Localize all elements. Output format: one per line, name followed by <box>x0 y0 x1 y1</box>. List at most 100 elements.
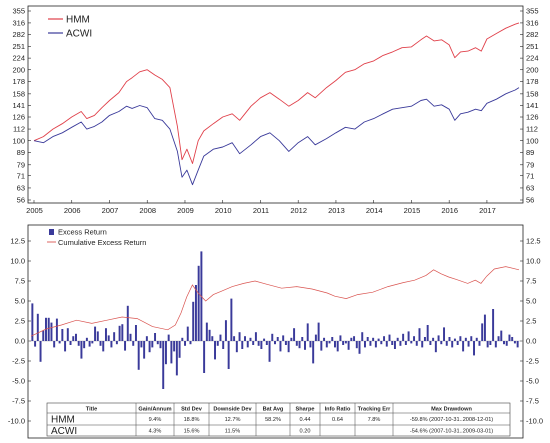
excess-return-bar <box>413 336 416 341</box>
stats-table-cell: 7.8% <box>368 417 381 423</box>
stats-table-frame <box>46 402 511 437</box>
top-x-tick-label: 2010 <box>215 206 232 215</box>
excess-return-bar <box>257 341 260 346</box>
top-x-tick-label: 2012 <box>290 206 307 215</box>
top-x-tick-label: 2013 <box>328 206 345 215</box>
excess-return-bar <box>260 341 263 349</box>
excess-return-bar <box>374 341 377 348</box>
excess-return-bar <box>102 341 105 352</box>
stats-table-row-title: ACWI <box>51 426 77 437</box>
excess-return-bar <box>132 341 135 346</box>
excess-return-bar <box>121 324 124 341</box>
excess-return-bar <box>415 341 418 346</box>
excess-return-bar <box>271 333 274 341</box>
excess-return-bar <box>459 336 462 341</box>
excess-return-bar <box>334 341 336 348</box>
stats-table-cell: 15.6% <box>184 429 200 435</box>
excess-return-bar <box>124 341 127 351</box>
excess-return-bar <box>385 341 388 347</box>
bottom-chart: 12.5 10.0 7.5 5.0 2.5 0.0 -2.5 -5.0 -7.5 -10.0 12… <box>8 224 543 439</box>
excess-return-bar <box>372 337 375 341</box>
excess-return-bar <box>443 327 446 341</box>
excess-return-bar <box>265 341 268 345</box>
excess-return-bar <box>230 298 233 341</box>
excess-return-bar <box>219 334 222 341</box>
excess-return-bar <box>298 341 301 349</box>
top-y-tick-label-right: 100 <box>526 136 539 145</box>
excess-return-bar <box>344 341 347 344</box>
stats-table-cell: -59.8% (2007-10-31..2008-12-01) <box>410 417 493 423</box>
excess-return-bar <box>263 338 266 341</box>
excess-return-bar <box>47 317 50 341</box>
excess-return-bar <box>317 322 320 341</box>
excess-return-bar <box>268 341 271 362</box>
top-x-tick-label: 2007 <box>102 206 119 215</box>
top-y-tick-label-right: 224 <box>526 54 539 63</box>
bottom-y-tick-label-right: 5.0 <box>526 297 536 306</box>
excess-return-bar <box>462 341 465 352</box>
excess-return-bar <box>173 341 176 352</box>
excess-return-bar <box>186 326 189 341</box>
excess-return-bar <box>94 326 97 341</box>
top-y-tick-label-left: 178 <box>12 77 25 86</box>
excess-return-bar <box>170 341 173 364</box>
excess-return-bar <box>309 341 312 348</box>
stats-table-cell: 0.20 <box>300 429 311 435</box>
excess-return-bar <box>53 341 56 348</box>
top-y-tick-label-right: 282 <box>526 30 539 39</box>
excess-return-bar <box>72 336 75 341</box>
excess-return-bar <box>483 314 486 341</box>
top-y-tick-label-right: 71 <box>526 171 534 180</box>
top-y-tick-label-right: 355 <box>526 7 539 16</box>
excess-return-bar <box>126 305 129 341</box>
excess-return-bar <box>238 332 241 341</box>
bottom-y-tick-label-right: 10.0 <box>526 257 541 266</box>
legend-swatch-excess <box>49 229 54 235</box>
top-x-tick-label: 2017 <box>479 206 496 215</box>
excess-return-bar <box>222 341 225 349</box>
top-x-tick-label: 2014 <box>366 206 383 215</box>
top-x-tick-label: 2011 <box>253 206 269 215</box>
top-y-tick-label-right: 112 <box>526 125 538 134</box>
excess-return-bar <box>314 334 317 341</box>
excess-return-bar <box>241 341 244 349</box>
excess-return-bar <box>434 341 437 353</box>
excess-return-bar <box>429 341 432 345</box>
top-y-tick-label-right: 158 <box>526 89 539 98</box>
excess-return-bar <box>342 341 345 345</box>
excess-return-bars <box>31 251 519 389</box>
stats-table-row-title: HMM <box>51 415 75 426</box>
excess-return-bar <box>99 341 102 346</box>
top-x-tick-label: 2006 <box>64 206 81 215</box>
excess-return-bar <box>513 341 516 344</box>
excess-return-bar <box>274 341 276 345</box>
excess-return-bar <box>293 328 296 341</box>
excess-return-bar <box>39 341 42 362</box>
excess-return-bar <box>214 341 216 360</box>
excess-return-bar <box>134 325 137 341</box>
excess-return-bar <box>388 334 391 341</box>
excess-return-bar <box>440 341 443 345</box>
legend-label-cumulative: Cumulative Excess Return <box>58 238 146 247</box>
excess-return-bar <box>331 337 334 341</box>
excess-return-bar <box>227 341 230 369</box>
excess-return-bar <box>500 330 503 341</box>
excess-return-bar <box>361 332 364 341</box>
excess-return-bar <box>194 285 197 341</box>
excess-return-bar <box>363 341 366 348</box>
excess-return-bar <box>380 341 383 345</box>
excess-return-bar <box>235 341 238 353</box>
stats-table-header-cell: Info Ratio <box>325 407 351 413</box>
excess-return-bar <box>276 337 279 341</box>
stats-table-cell: 0.44 <box>300 417 311 423</box>
excess-return-bar <box>295 341 298 346</box>
series-line-acwi <box>33 87 520 186</box>
cumulative-excess-return-line <box>30 266 520 337</box>
excess-return-bar <box>148 341 151 353</box>
excess-return-bar <box>192 301 195 341</box>
excess-return-bar <box>162 341 165 389</box>
excess-return-bar <box>366 337 369 341</box>
top-y-tick-label-left: 200 <box>12 65 25 74</box>
top-x-tick-label: 2005 <box>26 206 43 215</box>
